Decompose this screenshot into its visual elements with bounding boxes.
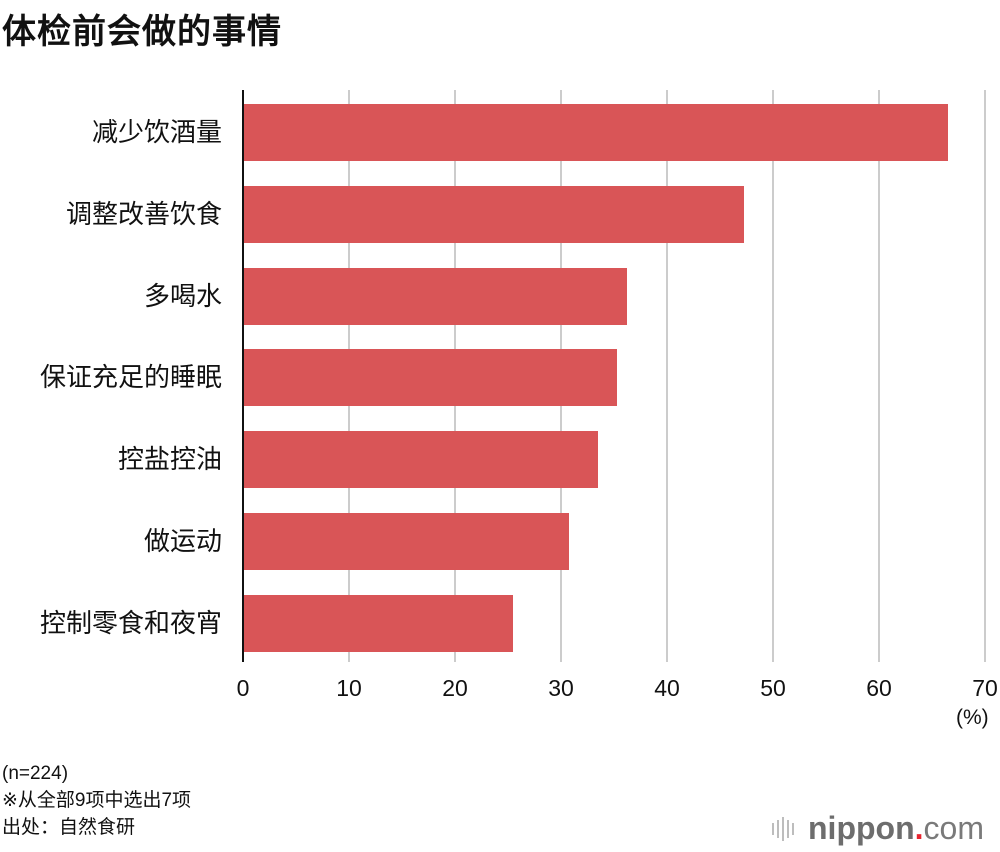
bar bbox=[243, 185, 745, 243]
category-label: 保证充足的睡眠 bbox=[39, 362, 222, 393]
category-label: 多喝水 bbox=[143, 280, 222, 311]
gridline bbox=[878, 90, 880, 662]
x-tick-label: 70 bbox=[972, 675, 998, 701]
x-tick-label: 50 bbox=[760, 675, 786, 701]
x-tick-label: 20 bbox=[442, 675, 468, 701]
nippon-logo: nippon. com bbox=[772, 810, 984, 847]
gridline bbox=[984, 90, 986, 662]
category-label: 减少饮酒量 bbox=[91, 117, 222, 147]
x-tick-label: 30 bbox=[548, 675, 574, 701]
x-axis-unit: (%) bbox=[956, 706, 989, 729]
plot-area bbox=[242, 90, 986, 662]
logo-dot: . bbox=[914, 810, 924, 846]
source-note: 出处：自然食研 bbox=[2, 817, 136, 838]
gridline bbox=[666, 90, 668, 662]
category-label: 调整改善饮食 bbox=[65, 198, 222, 229]
logo-suffix: com bbox=[923, 810, 984, 846]
bar bbox=[243, 267, 627, 325]
x-tick-label: 0 bbox=[236, 675, 250, 701]
bar bbox=[243, 431, 599, 489]
sample-size-note: (n=224) bbox=[2, 763, 69, 784]
x-tick-label: 60 bbox=[866, 675, 892, 701]
bar bbox=[243, 594, 514, 652]
bar bbox=[243, 513, 570, 570]
y-axis-line bbox=[242, 90, 244, 662]
sound-bars-icon bbox=[772, 816, 794, 841]
x-tick-label: 40 bbox=[654, 675, 680, 701]
category-label: 控盐控油 bbox=[117, 444, 222, 475]
bar bbox=[243, 349, 618, 407]
chart-title: 体检前会做的事情 bbox=[2, 13, 282, 51]
category-label: 控制零食和夜宵 bbox=[39, 607, 222, 638]
x-tick-label: 10 bbox=[336, 675, 362, 701]
gridline bbox=[772, 90, 774, 662]
category-label: 做运动 bbox=[143, 526, 222, 556]
bar bbox=[243, 104, 948, 161]
selection-note: ※从全部9项中选出7项 bbox=[2, 790, 192, 811]
logo-name: nippon bbox=[808, 810, 915, 846]
